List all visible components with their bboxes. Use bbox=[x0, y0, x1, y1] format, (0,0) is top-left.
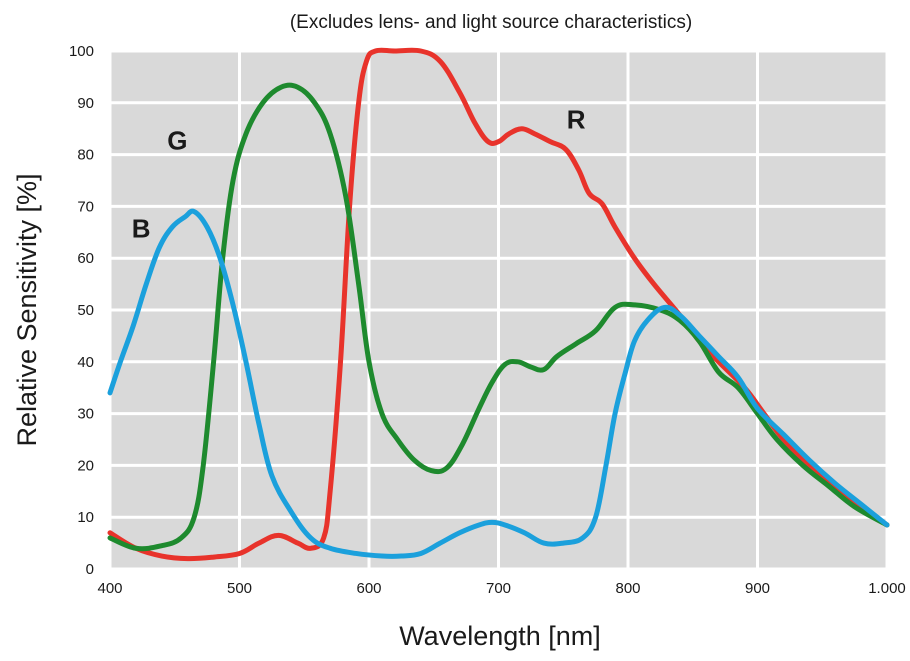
x-axis-label: Wavelength [nm] bbox=[399, 621, 601, 651]
series-line-b bbox=[107, 208, 890, 559]
y-tick-labels: 0 10 20 30 40 50 60 70 80 90 100 bbox=[69, 43, 94, 578]
y-tick-label: 10 bbox=[77, 509, 94, 526]
x-tick-label: 600 bbox=[356, 580, 381, 597]
series-labels: R G B bbox=[132, 105, 586, 244]
y-tick-label: 70 bbox=[77, 198, 94, 215]
y-tick-label: 0 bbox=[86, 561, 94, 578]
x-tick-label: 400 bbox=[97, 580, 122, 597]
y-tick-label: 40 bbox=[77, 354, 94, 371]
series-label-b: B bbox=[132, 213, 151, 243]
x-tick-label: 800 bbox=[615, 580, 640, 597]
x-tick-label: 700 bbox=[486, 580, 511, 597]
x-tick-labels: 400 500 600 700 800 900 1.000 bbox=[97, 580, 905, 597]
y-tick-label: 90 bbox=[77, 95, 94, 112]
series-lines bbox=[107, 47, 890, 562]
y-tick-label: 100 bbox=[69, 43, 94, 60]
x-tick-label: 500 bbox=[227, 580, 252, 597]
y-tick-label: 20 bbox=[77, 457, 94, 474]
x-tick-label: 900 bbox=[745, 580, 770, 597]
series-label-r: R bbox=[567, 105, 586, 135]
y-tick-label: 30 bbox=[77, 406, 94, 423]
y-tick-label: 50 bbox=[77, 302, 94, 319]
y-tick-label: 60 bbox=[77, 250, 94, 267]
y-tick-label: 80 bbox=[77, 147, 94, 164]
chart-subtitle: (Excludes lens- and light source charact… bbox=[290, 12, 692, 33]
y-axis-label: Relative Sensitivity [%] bbox=[12, 173, 42, 446]
x-tick-label: 1.000 bbox=[868, 580, 906, 597]
series-label-g: G bbox=[167, 125, 187, 155]
